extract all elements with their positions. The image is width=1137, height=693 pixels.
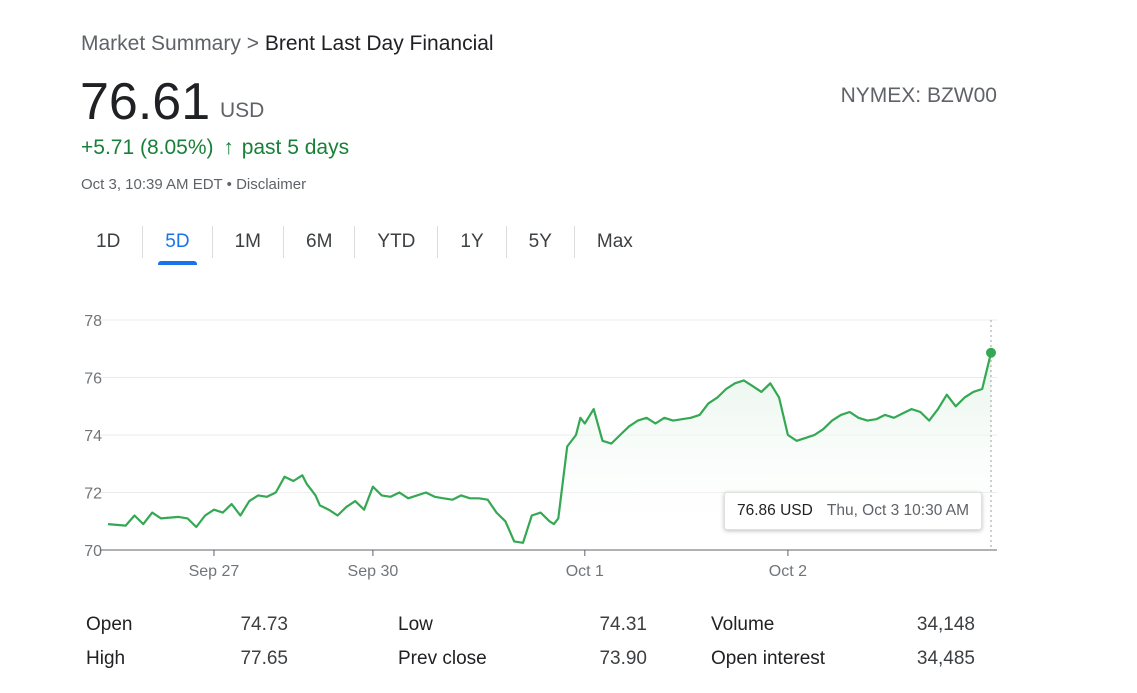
x-tick-label: Sep 30 — [348, 563, 399, 580]
change-value: +5.71 (8.05%) — [81, 136, 214, 159]
tab-divider — [505, 226, 507, 258]
stat-high-label: High — [86, 648, 126, 669]
change-period: past 5 days — [241, 136, 350, 159]
stat-prev-close-label: Prev close — [398, 648, 487, 669]
timestamp: Oct 3, 10:39 AM EDT — [81, 176, 223, 193]
breadcrumb-current: Brent Last Day Financial — [264, 32, 494, 55]
y-tick-label: 70 — [84, 543, 102, 560]
stat-prev-close-value: 73.90 — [599, 648, 647, 669]
price-change: +5.71 (8.05%) ↑ past 5 days — [81, 136, 349, 160]
tab-1y[interactable]: 1Y — [460, 231, 484, 252]
tab-divider — [573, 226, 575, 258]
tab-divider — [142, 226, 144, 258]
stat-open-interest-value: 34,485 — [916, 648, 975, 669]
price-line — [107, 352, 993, 544]
tooltip-value: 76.86 USD — [737, 502, 813, 519]
stat-open-label: Open — [86, 614, 133, 635]
tab-divider — [437, 226, 439, 258]
stat-volume-value: 34,148 — [916, 614, 975, 635]
bullet-separator: • — [226, 176, 232, 193]
tooltip-time: Thu, Oct 3 10:30 AM — [826, 502, 970, 519]
breadcrumb: Market Summary > Brent Last Day Financia… — [81, 32, 494, 56]
breadcrumb-separator: > — [246, 32, 259, 55]
tab-divider — [283, 226, 284, 258]
range-tabs: 1D 5D 1M 6M YTD 1Y 5Y Max — [74, 222, 655, 265]
tab-divider — [211, 226, 213, 258]
x-tick-label: Sep 27 — [189, 563, 240, 580]
timestamp-line: Oct 3, 10:39 AM EDT • Disclaimer — [81, 176, 306, 193]
tab-1m[interactable]: 1M — [234, 231, 261, 252]
x-tick-label: Oct 1 — [566, 563, 604, 580]
tab-5d[interactable]: 5D — [143, 225, 211, 265]
tab-max[interactable]: Max — [596, 231, 633, 252]
breadcrumb-root[interactable]: Market Summary — [81, 32, 241, 55]
arrow-up-icon: ↑ — [223, 136, 234, 159]
y-tick-label: 78 — [84, 313, 102, 330]
tab-ytd[interactable]: YTD — [377, 231, 416, 252]
stat-low-label: Low — [398, 614, 433, 635]
y-tick-label: 74 — [84, 428, 102, 445]
tab-5y[interactable]: 5Y — [528, 231, 552, 252]
stat-open-interest-label: Open interest — [711, 648, 826, 669]
tab-divider — [354, 226, 356, 258]
x-tick-label: Oct 2 — [769, 563, 807, 580]
stat-low-value: 74.31 — [599, 614, 647, 635]
stat-open-value: 74.73 — [240, 614, 288, 635]
stat-volume-label: Volume — [711, 614, 775, 635]
price-chart[interactable]: 70 72 74 76 78 Sep 27 Sep 30 Oct 1 Oct 2 — [0, 290, 1137, 590]
stat-high-value: 77.65 — [240, 648, 288, 669]
price: 76.61 — [80, 73, 211, 131]
tab-6m[interactable]: 6M — [306, 231, 333, 252]
y-tick-label: 72 — [84, 486, 102, 503]
y-tick-label: 76 — [84, 371, 102, 388]
currency: USD — [220, 99, 265, 122]
exchange-symbol: NYMEX: BZW00 — [840, 84, 997, 107]
hover-point — [986, 347, 996, 358]
tab-1d[interactable]: 1D — [96, 231, 121, 252]
chart-tooltip: 76.86 USD Thu, Oct 3 10:30 AM — [724, 492, 983, 530]
disclaimer-link[interactable]: Disclaimer — [236, 176, 307, 193]
